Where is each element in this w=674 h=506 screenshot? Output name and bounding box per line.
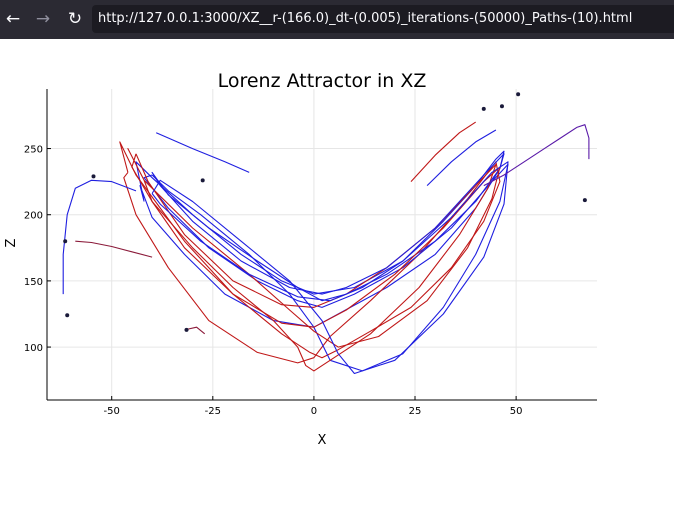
url-bar[interactable]: http://127.0.0.1:3000/XZ__r-(166.0)_dt-(…: [92, 5, 674, 33]
url-text: http://127.0.0.1:3000/XZ__r-(166.0)_dt-(…: [98, 11, 633, 26]
lorenz-chart: -50 -25 0 25 50 100 150 200 250 Lorenz Attractor…: [4, 70, 597, 448]
series-path-10: [155, 132, 250, 173]
series-path-6: [127, 148, 501, 348]
series-path-8: [483, 124, 590, 187]
start-marker: [91, 174, 96, 179]
series-path-7: [151, 161, 509, 375]
x-tick-label: 0: [311, 406, 317, 417]
start-marker: [516, 92, 521, 97]
series-path-9: [62, 179, 137, 295]
series-path-13: [410, 121, 477, 182]
axis-layer: -50 -25 0 25 50 100 150 200 250: [24, 89, 597, 417]
y-tick-label: 100: [24, 343, 43, 354]
x-tick-label: 50: [510, 406, 523, 417]
x-axis-label: X: [318, 433, 327, 448]
series-path-12: [184, 326, 206, 335]
arrow-right-icon: →: [35, 9, 51, 29]
y-tick-label: 250: [24, 145, 43, 156]
plot-area: -50 -25 0 25 50 100 150 200 250 Lorenz Attractor…: [0, 39, 674, 506]
series-path-5: [151, 153, 505, 302]
y-tick-label: 150: [24, 277, 43, 288]
y-tick-label: 200: [24, 211, 43, 222]
series-path-14: [426, 129, 497, 186]
marker-layer: [63, 92, 587, 332]
start-marker: [200, 178, 205, 183]
start-marker: [65, 313, 70, 318]
start-marker: [184, 327, 189, 332]
start-marker: [582, 198, 587, 203]
series-path-11: [75, 240, 153, 258]
x-tick-label: -50: [104, 406, 120, 417]
forward-button[interactable]: →: [30, 6, 56, 32]
reload-button[interactable]: ↻: [62, 6, 88, 32]
series-layer: [62, 121, 590, 375]
back-button[interactable]: ←: [0, 6, 26, 32]
start-marker: [63, 239, 68, 244]
start-marker: [499, 104, 504, 109]
arrow-left-icon: ←: [5, 9, 21, 29]
start-marker: [481, 106, 486, 111]
series-path-1: [135, 150, 505, 328]
reload-icon: ↻: [67, 9, 83, 29]
series-path-3: [143, 163, 509, 372]
x-tick-label: 25: [409, 406, 422, 417]
grid-layer: [47, 89, 597, 400]
x-tick-label: -25: [205, 406, 221, 417]
browser-toolbar: ← → ↻ http://127.0.0.1:3000/XZ__r-(166.0…: [0, 0, 674, 39]
chart-title: Lorenz Attractor in XZ: [218, 70, 427, 92]
series-path-4: [131, 153, 497, 372]
series-path-2: [119, 141, 501, 364]
y-axis-label: Z: [4, 238, 19, 247]
